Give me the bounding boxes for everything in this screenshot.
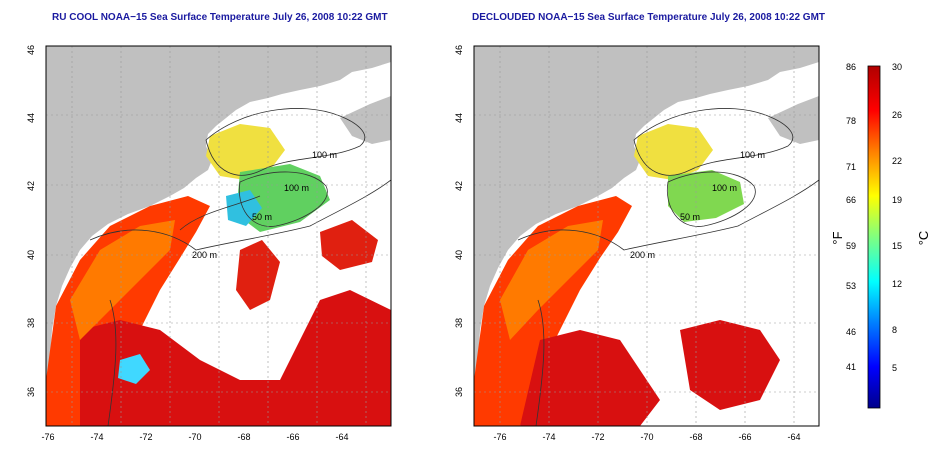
left-sst-map: 100 m 100 m 50 m 200 m -76 -74 -72 -70 -… (26, 45, 392, 442)
sst-gulf-maine (206, 124, 285, 180)
fahrenheit-tick: 71 (846, 162, 856, 172)
contour-label: 100 m (312, 150, 337, 160)
x-tick: -66 (286, 432, 299, 442)
contour-shelf (107, 299, 117, 426)
contour-label: 50 m (680, 212, 700, 222)
fahrenheit-unit-label: °F (830, 231, 845, 244)
fahrenheit-tick: 86 (846, 62, 856, 72)
sst-orange-band (70, 220, 175, 340)
y-tick: 38 (454, 318, 464, 328)
celsius-tick: 15 (892, 241, 902, 251)
x-tick: -70 (640, 432, 653, 442)
x-tick: -74 (90, 432, 103, 442)
contour-label: 200 m (192, 250, 217, 260)
fahrenheit-tick: 59 (846, 241, 856, 251)
map-frame (473, 45, 820, 427)
x-tick: -66 (738, 432, 751, 442)
y-tick: 44 (26, 113, 36, 123)
x-tick: -68 (237, 432, 250, 442)
y-tick: 40 (26, 250, 36, 260)
land-mass (474, 46, 819, 426)
y-tick: 36 (26, 387, 36, 397)
fahrenheit-tick: 41 (846, 362, 856, 372)
contour-200m (89, 179, 391, 251)
fahrenheit-tick: 78 (846, 116, 856, 126)
contour-shelf (535, 299, 545, 426)
left-map-title: RU COOL NOAA−15 Sea Surface Temperature … (52, 12, 388, 23)
nova-scotia (768, 96, 819, 144)
sst-east-patches (320, 220, 378, 270)
y-tick: 46 (26, 45, 36, 55)
right-map-title: DECLOUDED NOAA−15 Sea Surface Temperatur… (472, 12, 826, 23)
contour-label: 100 m (740, 150, 765, 160)
celsius-tick: 5 (892, 363, 897, 373)
lat-lon-grid (474, 46, 819, 426)
right-sst-map: 100 m 100 m 50 m 200 m -76 -74 -72 -70 -… (454, 45, 820, 442)
fahrenheit-tick: 46 (846, 327, 856, 337)
contour-100m (205, 108, 366, 176)
celsius-tick: 22 (892, 156, 902, 166)
x-tick: -64 (335, 432, 348, 442)
map-frame (45, 45, 392, 427)
y-tick: 46 (454, 45, 464, 55)
lat-lon-grid (46, 46, 391, 426)
contour-label: 50 m (252, 212, 272, 222)
fahrenheit-tick: 53 (846, 281, 856, 291)
y-tick: 36 (454, 387, 464, 397)
x-tick: -64 (787, 432, 800, 442)
contour-label: 200 m (630, 250, 655, 260)
nova-scotia (340, 96, 391, 144)
contour-50m (666, 171, 756, 227)
contour-label: 100 m (284, 183, 309, 193)
temperature-colorbar: 86 78 71 66 59 53 46 41 30 26 22 19 15 1… (830, 62, 931, 409)
x-tick: -70 (188, 432, 201, 442)
y-tick: 44 (454, 113, 464, 123)
sst-georges-bank (668, 170, 744, 222)
x-tick: -68 (689, 432, 702, 442)
celsius-tick: 8 (892, 325, 897, 335)
celsius-tick: 19 (892, 195, 902, 205)
x-tick: -76 (493, 432, 506, 442)
x-tick: -76 (41, 432, 54, 442)
contour-shelf-2 (179, 195, 261, 231)
sst-hot-south (520, 330, 660, 426)
y-tick: 42 (454, 181, 464, 191)
land-mass (46, 46, 391, 426)
x-tick: -72 (591, 432, 604, 442)
contour-200m (517, 179, 819, 251)
y-tick: 40 (454, 250, 464, 260)
sst-cyan-spots (118, 354, 150, 384)
celsius-tick: 12 (892, 279, 902, 289)
y-tick: 38 (26, 318, 36, 328)
colorbar-gradient (867, 65, 881, 409)
x-tick: -72 (139, 432, 152, 442)
contour-100m (633, 108, 794, 176)
sst-gulf-maine (634, 124, 713, 180)
y-tick: 42 (26, 181, 36, 191)
sst-hot-patches (680, 320, 780, 410)
x-tick: -74 (542, 432, 555, 442)
contour-label: 100 m (712, 183, 737, 193)
celsius-unit-label: °C (916, 231, 931, 246)
sst-southern-patches (236, 240, 280, 310)
fahrenheit-tick: 66 (846, 195, 856, 205)
celsius-tick: 30 (892, 62, 902, 72)
celsius-tick: 26 (892, 110, 902, 120)
sst-orange-band (500, 220, 603, 340)
contour-50m (238, 171, 328, 227)
